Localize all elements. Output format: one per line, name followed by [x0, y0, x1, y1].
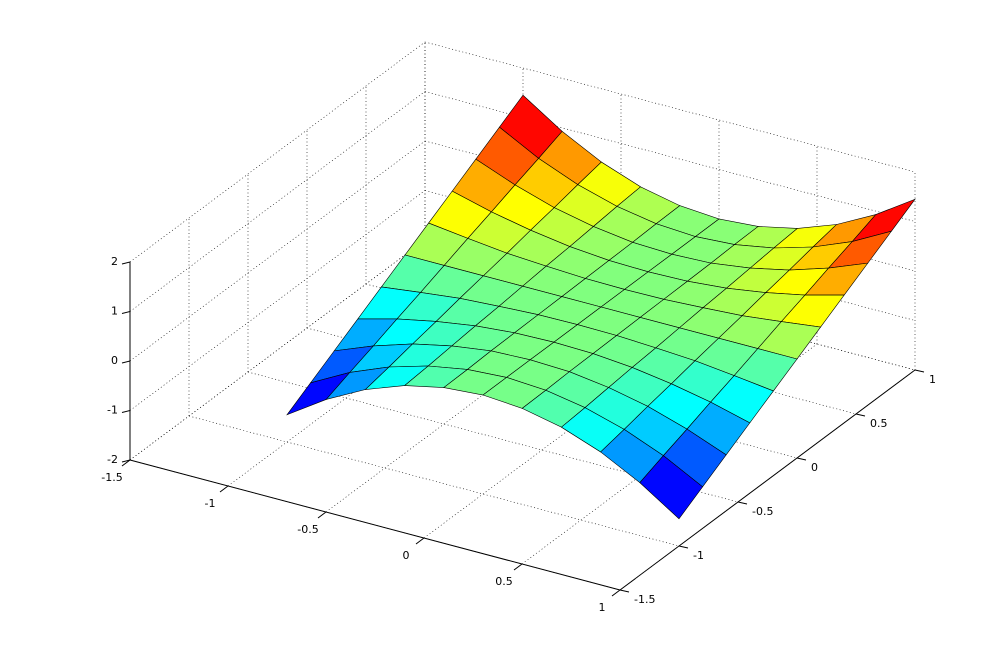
- grid-line: [129, 91, 426, 312]
- z-tick-label: 0: [111, 354, 118, 367]
- tick-mark: [619, 589, 630, 593]
- x-tick-label: -0.5: [297, 523, 318, 536]
- grid-line: [129, 41, 426, 263]
- y-tick-label: -0.5: [752, 505, 773, 518]
- z-tick-label: 1: [111, 305, 118, 318]
- tick-mark: [317, 511, 327, 519]
- surface-patch: [639, 455, 704, 520]
- tick-mark: [855, 413, 866, 417]
- tick-mark: [914, 369, 925, 373]
- surface: [286, 94, 916, 520]
- tick-mark: [796, 457, 807, 461]
- tick-mark: [678, 545, 689, 549]
- y-tick-label: 1: [929, 373, 936, 386]
- y-tick-label: -1.5: [634, 593, 655, 606]
- tick-mark: [121, 311, 131, 314]
- grid-line: [188, 415, 680, 547]
- x-tick-label: -1: [205, 497, 216, 510]
- tick-mark: [513, 563, 523, 571]
- tick-mark: [121, 360, 131, 364]
- axis-line: [129, 459, 621, 591]
- x-tick-label: -1.5: [101, 471, 122, 484]
- tick-mark: [737, 501, 748, 505]
- y-tick-label: 0: [811, 461, 818, 474]
- x-tick-label: 0: [403, 549, 410, 562]
- y-tick-label: -1: [693, 549, 704, 562]
- tick-mark: [219, 485, 229, 493]
- grid-line: [424, 91, 916, 222]
- z-tick-label: -2: [107, 453, 118, 466]
- grid-line: [424, 41, 916, 173]
- y-tick-label: 0.5: [870, 417, 888, 430]
- tick-mark: [121, 459, 131, 467]
- tick-mark: [121, 410, 131, 413]
- tick-mark: [121, 261, 131, 265]
- tick-mark: [611, 589, 621, 597]
- z-tick-label: -1: [107, 404, 118, 417]
- x-tick-label: 0.5: [495, 575, 513, 588]
- x-tick-label: 1: [599, 601, 606, 614]
- axis-line: [619, 369, 916, 591]
- tick-mark: [415, 537, 425, 545]
- tick-mark: [121, 459, 131, 463]
- z-tick-label: 2: [111, 255, 118, 268]
